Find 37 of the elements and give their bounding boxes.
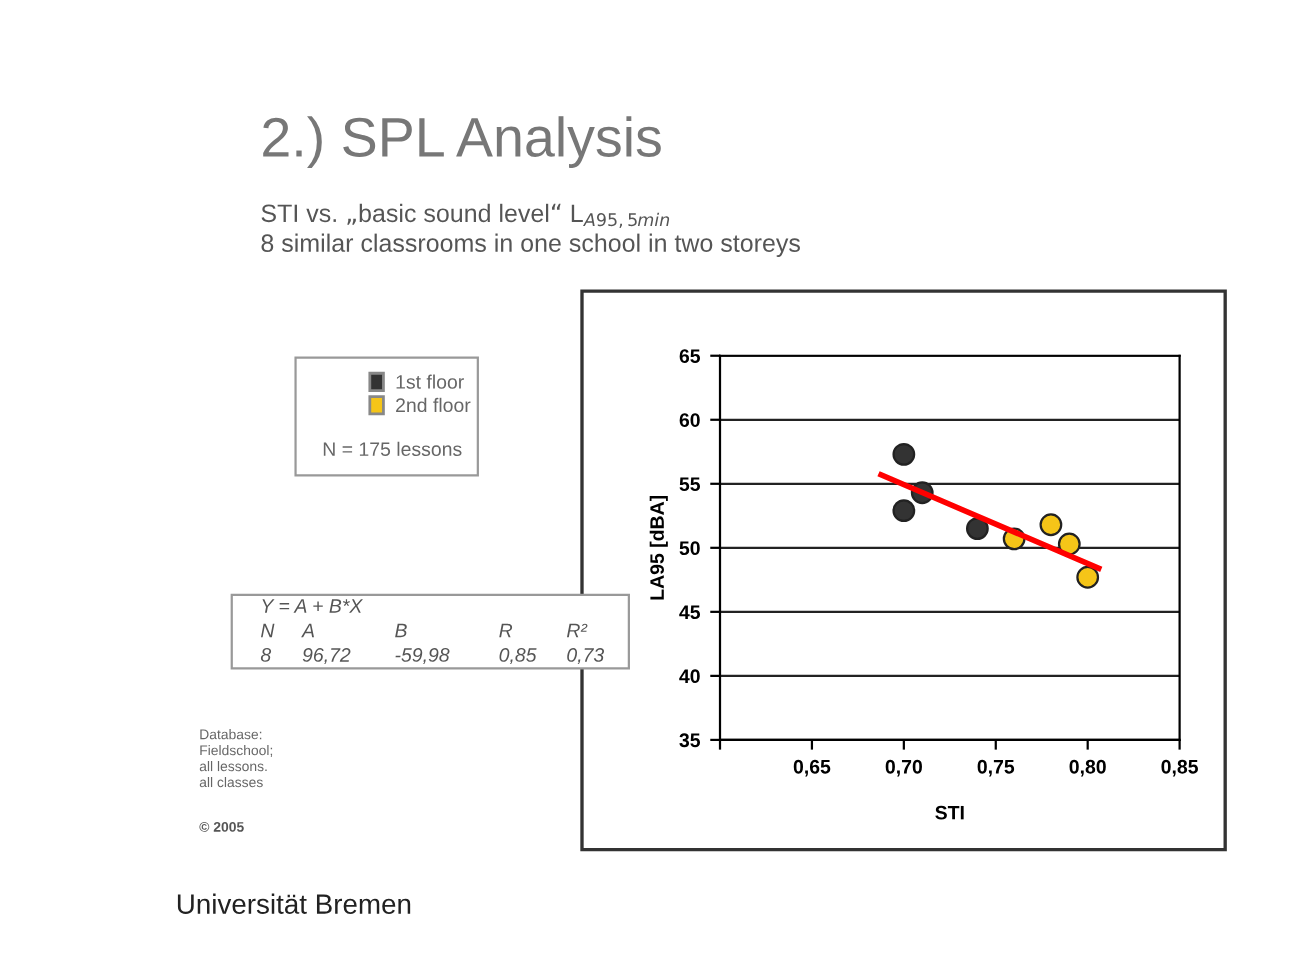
y-tick-label: 60 <box>679 413 700 427</box>
text: -59,98 <box>395 648 450 665</box>
text: A <box>301 623 314 638</box>
legend-label: 2nd floor <box>396 397 471 413</box>
chart-title: 2.) SPL Analysis <box>263 116 661 168</box>
point <box>1039 513 1063 537</box>
y-tick-label: 35 <box>679 733 701 748</box>
y-tick-label: 40 <box>679 669 700 684</box>
x-tick-label: 0,75 <box>977 759 1015 777</box>
legend-label: 1st floor <box>396 374 464 389</box>
text: N <box>261 623 275 638</box>
point <box>965 517 989 541</box>
text: R <box>499 623 513 638</box>
y-tick-label: 65 <box>679 349 701 363</box>
x-tick-label: 0,80 <box>1069 759 1106 777</box>
text: Y = A + B*X <box>262 599 363 613</box>
text: N = 175 lessons <box>323 441 462 457</box>
text: 8 <box>260 648 272 662</box>
text: B <box>395 623 407 638</box>
text: 96,72 <box>302 648 351 665</box>
point <box>892 442 916 466</box>
x-tick-label: 0,70 <box>885 759 922 777</box>
point <box>892 499 916 523</box>
y-tick-label: 45 <box>679 605 701 620</box>
y-axis-title: LA95 [dBA] <box>649 495 668 600</box>
x-tick-label: 0,85 <box>1161 759 1198 777</box>
point <box>1057 532 1081 556</box>
chart-subtitle: STI vs. „basic sound level“ L$_{A95,5min}$ 8 similar classrooms in one school in two storeys <box>261 203 800 257</box>
y-tick-label: 55 <box>679 477 701 492</box>
text: R² <box>566 623 588 638</box>
text: Universität Bremen <box>177 893 411 914</box>
y-tick-label: 50 <box>679 541 700 556</box>
text: 0,85 <box>499 648 537 665</box>
point <box>1076 565 1100 589</box>
text: 0,73 <box>567 648 605 665</box>
x-tick-label: 0,65 <box>793 759 831 777</box>
x-axis-title: STI <box>935 805 964 820</box>
